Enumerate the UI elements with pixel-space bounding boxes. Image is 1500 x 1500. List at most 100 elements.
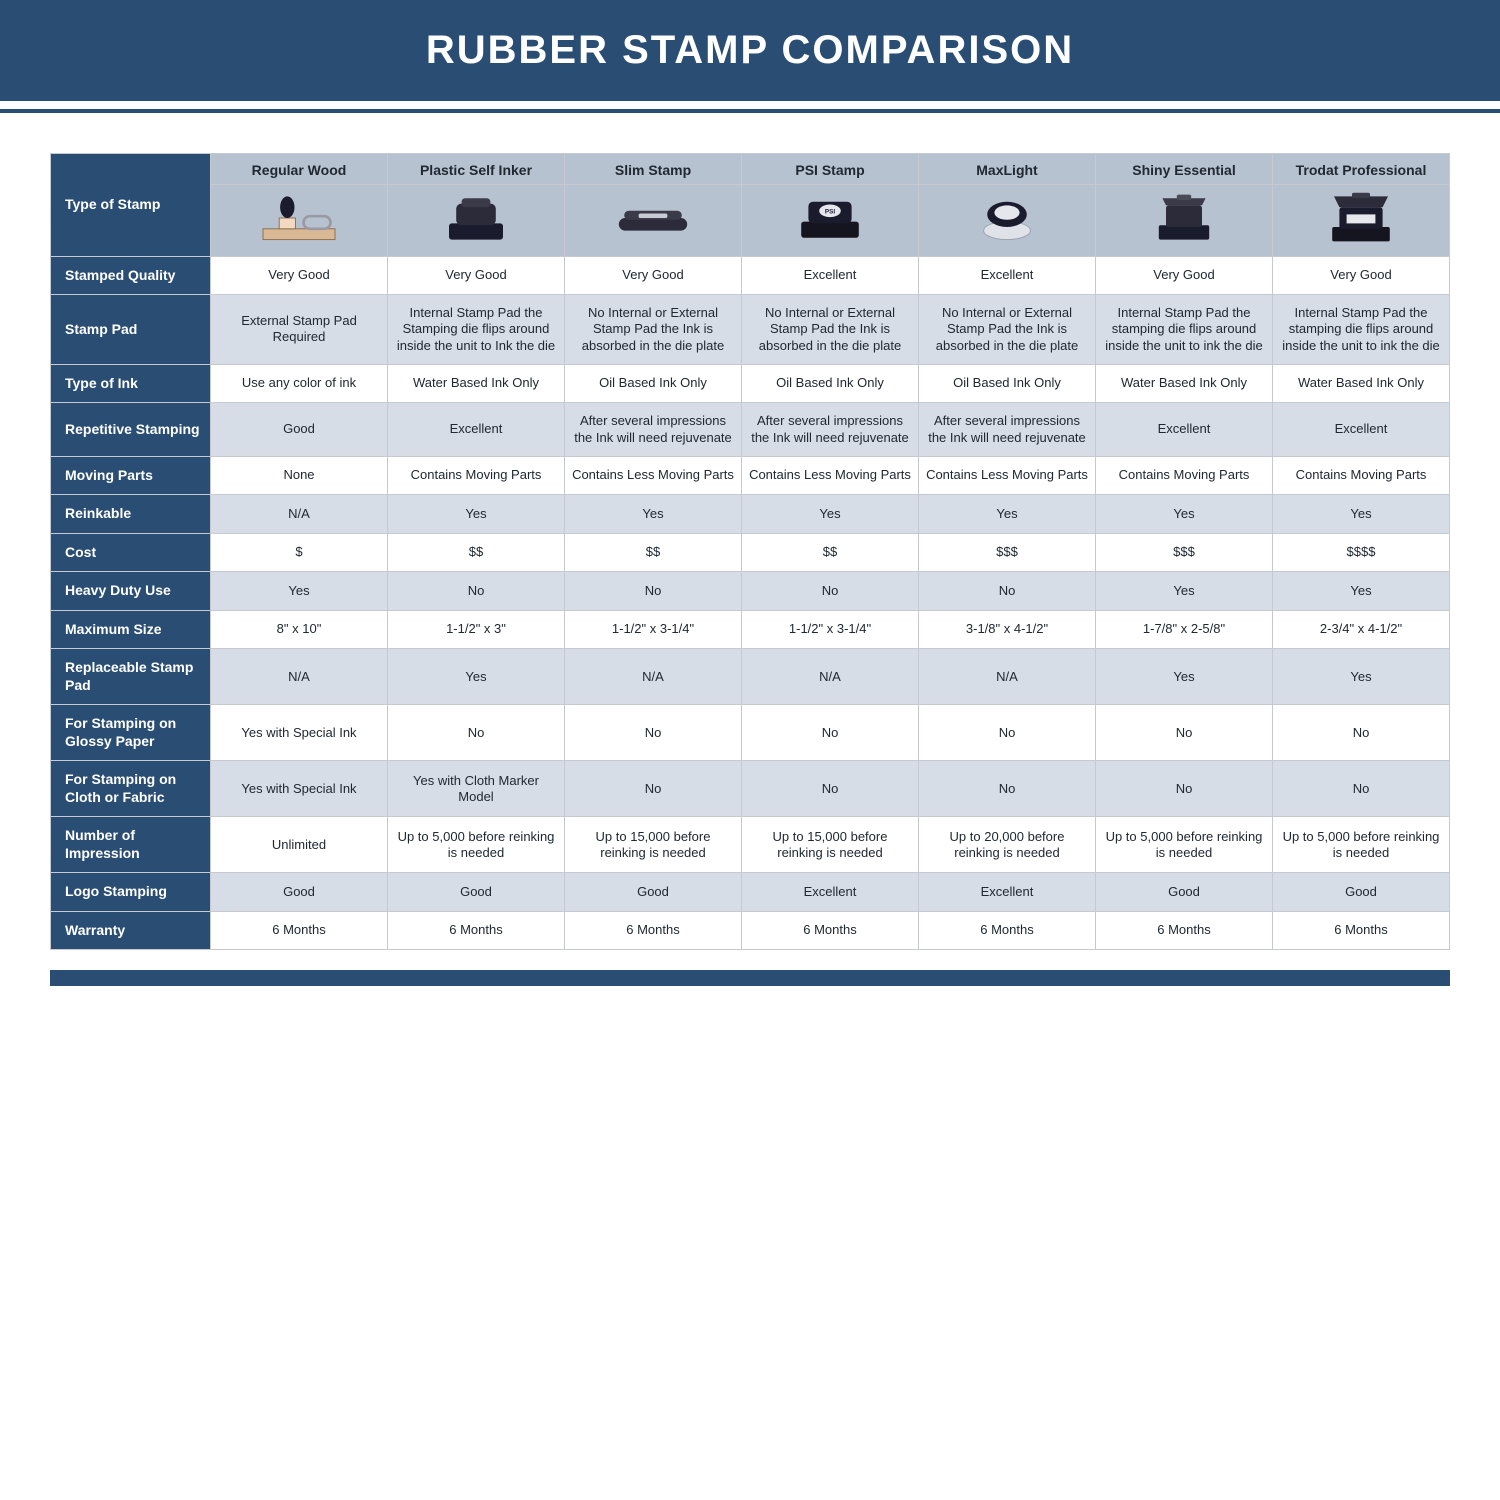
rowhead: Heavy Duty Use <box>51 572 211 611</box>
cell: None <box>211 456 388 495</box>
table-row: For Stamping on Cloth or Fabric Yes with… <box>51 761 1450 817</box>
stamp-icon-cell <box>211 184 388 256</box>
cell: Up to 15,000 before reinking is needed <box>565 817 742 873</box>
cell: Excellent <box>919 873 1096 912</box>
cell: Oil Based Ink Only <box>919 364 1096 403</box>
stamp-icon-cell: PSI <box>742 184 919 256</box>
cell: 2-3/4" x 4-1/2" <box>1273 610 1450 649</box>
cell: Yes <box>742 495 919 534</box>
cell: Oil Based Ink Only <box>565 364 742 403</box>
cell: Water Based Ink Only <box>1096 364 1273 403</box>
comparison-table-wrap: Type of Stamp Regular Wood Plastic Self … <box>0 113 1500 970</box>
cell: Water Based Ink Only <box>1273 364 1450 403</box>
slim-stamp-icon <box>608 190 698 246</box>
col-header: PSI Stamp <box>742 154 919 185</box>
cell: Up to 15,000 before reinking is needed <box>742 817 919 873</box>
rowhead: Maximum Size <box>51 610 211 649</box>
cell: 6 Months <box>919 911 1096 950</box>
table-row: For Stamping on Glossy Paper Yes with Sp… <box>51 705 1450 761</box>
rowhead: Cost <box>51 533 211 572</box>
cell: No <box>742 761 919 817</box>
cell: N/A <box>211 495 388 534</box>
cell: $$$$ <box>1273 533 1450 572</box>
cell: 6 Months <box>388 911 565 950</box>
cell: Up to 5,000 before reinking is needed <box>1273 817 1450 873</box>
cell: Contains Less Moving Parts <box>742 456 919 495</box>
cell: Contains Moving Parts <box>1273 456 1450 495</box>
table-row: Maximum Size 8" x 10" 1-1/2" x 3" 1-1/2"… <box>51 610 1450 649</box>
col-header: Shiny Essential <box>1096 154 1273 185</box>
col-header: Plastic Self Inker <box>388 154 565 185</box>
stamp-icon-cell <box>565 184 742 256</box>
cell: No <box>919 705 1096 761</box>
cell: Excellent <box>742 256 919 295</box>
stamp-icon-cell <box>388 184 565 256</box>
cell: $ <box>211 533 388 572</box>
cell: Contains Moving Parts <box>388 456 565 495</box>
cell: 1-1/2" x 3-1/4" <box>565 610 742 649</box>
cell: $$$ <box>919 533 1096 572</box>
cell: Yes <box>388 495 565 534</box>
rowhead: For Stamping on Cloth or Fabric <box>51 761 211 817</box>
cell: N/A <box>919 649 1096 705</box>
cell: After several impressions the Ink will n… <box>742 403 919 457</box>
cell: Internal Stamp Pad the Stamping die flip… <box>388 295 565 365</box>
cell: Yes with Cloth Marker Model <box>388 761 565 817</box>
cell: Yes <box>211 572 388 611</box>
cell: N/A <box>742 649 919 705</box>
cell: Good <box>388 873 565 912</box>
cell: Oil Based Ink Only <box>742 364 919 403</box>
table-row: Reinkable N/A Yes Yes Yes Yes Yes Yes <box>51 495 1450 534</box>
col-header: Trodat Professional <box>1273 154 1450 185</box>
rowhead: Reinkable <box>51 495 211 534</box>
plastic-self-inker-icon <box>431 190 521 246</box>
cell: External Stamp Pad Required <box>211 295 388 365</box>
cell: No <box>565 761 742 817</box>
cell: Excellent <box>919 256 1096 295</box>
stamp-icon-cell <box>1273 184 1450 256</box>
cell: Unlimited <box>211 817 388 873</box>
cell: 1-7/8" x 2-5/8" <box>1096 610 1273 649</box>
rowhead: Repetitive Stamping <box>51 403 211 457</box>
cell: Yes <box>1273 572 1450 611</box>
cell: After several impressions the Ink will n… <box>919 403 1096 457</box>
rowhead: Type of Ink <box>51 364 211 403</box>
cell: Up to 5,000 before reinking is needed <box>388 817 565 873</box>
cell: N/A <box>211 649 388 705</box>
cell: 8" x 10" <box>211 610 388 649</box>
table-row: Number of Impression Unlimited Up to 5,0… <box>51 817 1450 873</box>
col-header: MaxLight <box>919 154 1096 185</box>
shiny-essential-icon <box>1139 190 1229 246</box>
cell: Good <box>1096 873 1273 912</box>
title-gap <box>0 101 1500 109</box>
cell: Yes <box>919 495 1096 534</box>
cell: No <box>565 572 742 611</box>
table-row: Repetitive Stamping Good Excellent After… <box>51 403 1450 457</box>
cell: 6 Months <box>1096 911 1273 950</box>
table-row: Type of Ink Use any color of ink Water B… <box>51 364 1450 403</box>
cell: Excellent <box>742 873 919 912</box>
cell: Internal Stamp Pad the stamping die flip… <box>1096 295 1273 365</box>
svg-text:PSI: PSI <box>825 208 835 215</box>
cell: No <box>742 572 919 611</box>
cell: No <box>919 761 1096 817</box>
cell: 1-1/2" x 3" <box>388 610 565 649</box>
cell: Yes <box>1096 649 1273 705</box>
cell: No Internal or External Stamp Pad the In… <box>919 295 1096 365</box>
cell: No <box>742 705 919 761</box>
cell: Good <box>211 873 388 912</box>
cell: Internal Stamp Pad the stamping die flip… <box>1273 295 1450 365</box>
cell: $$$ <box>1096 533 1273 572</box>
rowhead: Stamped Quality <box>51 256 211 295</box>
comparison-table: Type of Stamp Regular Wood Plastic Self … <box>50 153 1450 950</box>
cell: No <box>1096 705 1273 761</box>
cell: Excellent <box>1273 403 1450 457</box>
cell: Very Good <box>211 256 388 295</box>
cell: 6 Months <box>211 911 388 950</box>
cell: Up to 20,000 before reinking is needed <box>919 817 1096 873</box>
cell: Good <box>211 403 388 457</box>
cell: 3-1/8" x 4-1/2" <box>919 610 1096 649</box>
cell: Use any color of ink <box>211 364 388 403</box>
table-row: Logo Stamping Good Good Good Excellent E… <box>51 873 1450 912</box>
stamp-icon-cell <box>919 184 1096 256</box>
